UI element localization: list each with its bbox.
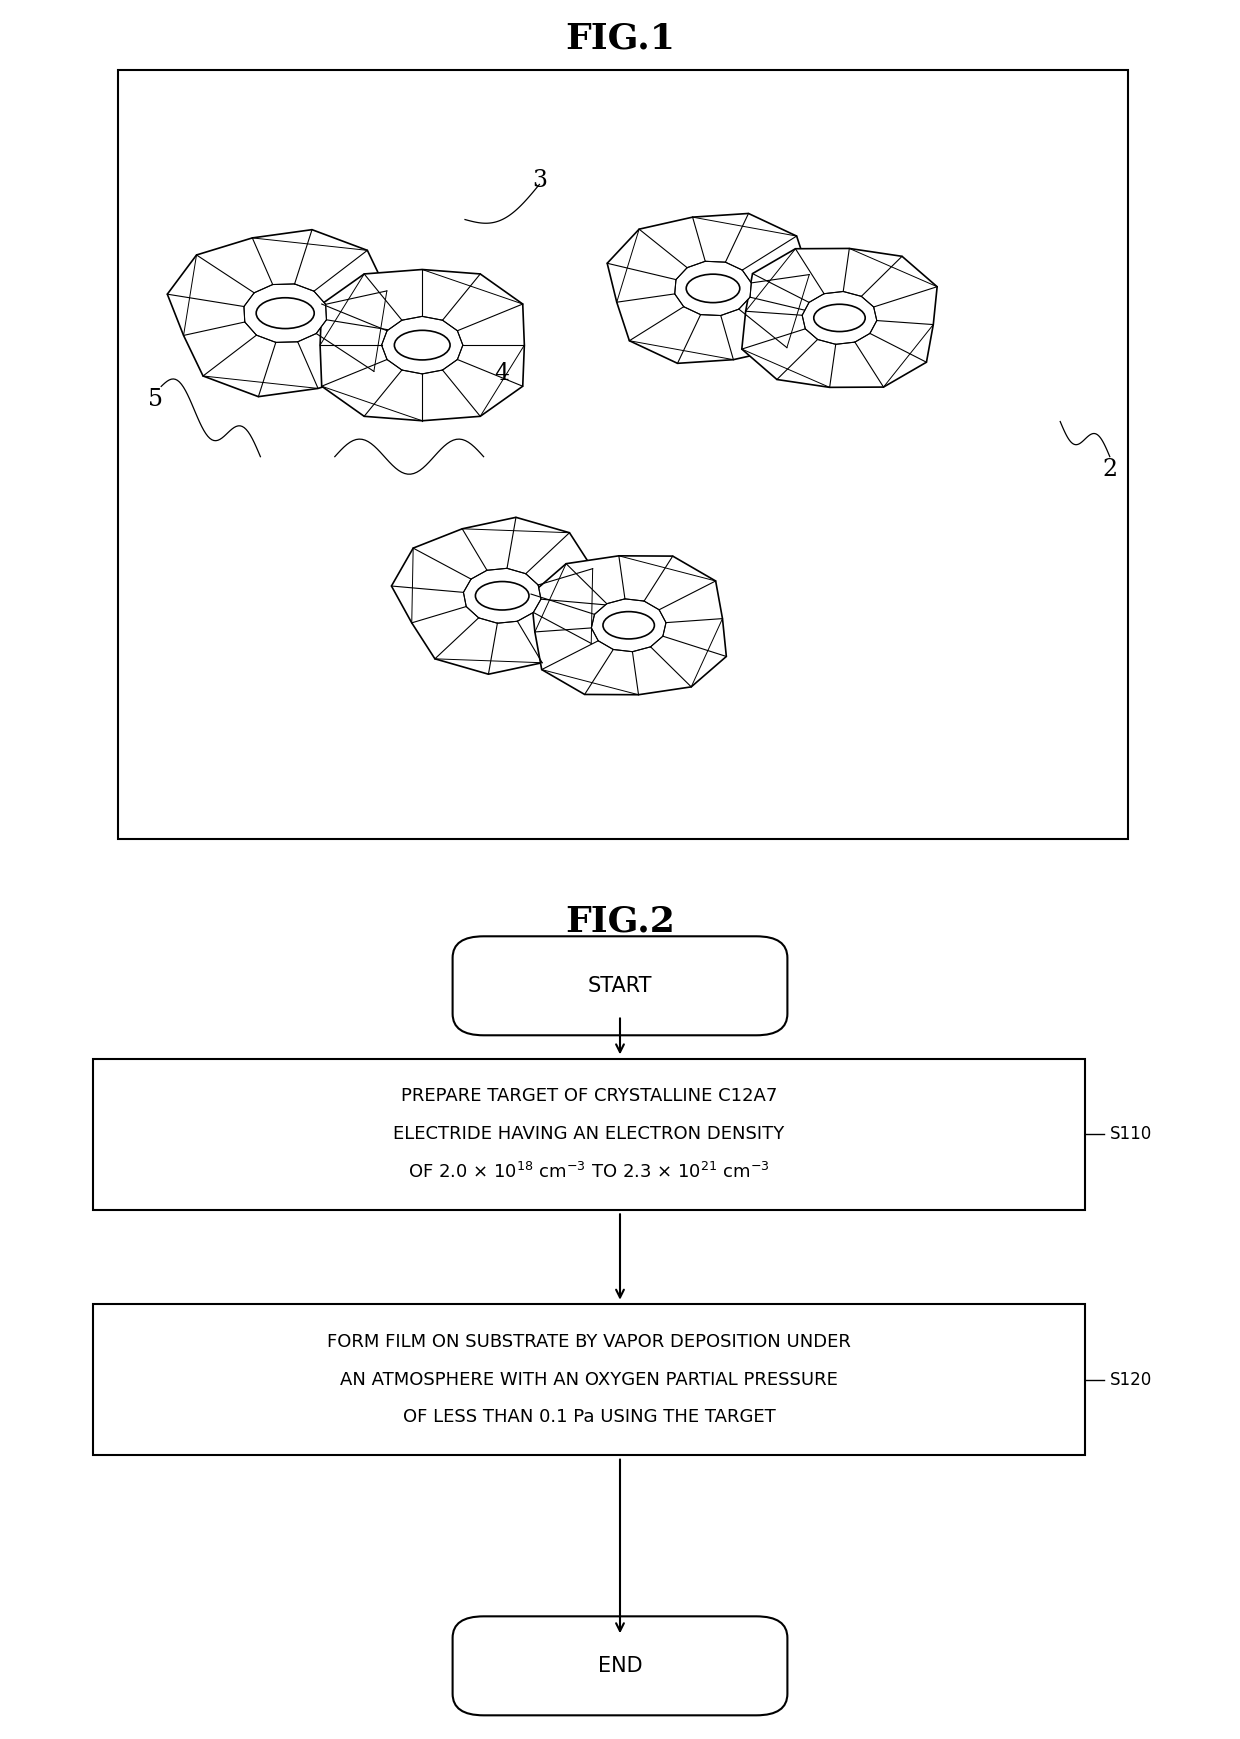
Text: START: START [588,976,652,996]
Polygon shape [591,598,666,652]
Text: S120: S120 [1110,1370,1152,1389]
Ellipse shape [394,330,450,360]
Polygon shape [464,569,541,623]
Text: OF 2.0 $\times$ 10$^{18}$ cm$^{-3}$ TO 2.3 $\times$ 10$^{21}$ cm$^{-3}$: OF 2.0 $\times$ 10$^{18}$ cm$^{-3}$ TO 2… [408,1162,770,1183]
Polygon shape [608,214,818,363]
Text: PREPARE TARGET OF CRYSTALLINE C12A7: PREPARE TARGET OF CRYSTALLINE C12A7 [401,1087,777,1106]
Text: OF LESS THAN 0.1 Pa USING THE TARGET: OF LESS THAN 0.1 Pa USING THE TARGET [403,1409,775,1426]
Text: FIG.1: FIG.1 [565,23,675,56]
Text: 3: 3 [532,169,547,191]
Text: FORM FILM ON SUBSTRATE BY VAPOR DEPOSITION UNDER: FORM FILM ON SUBSTRATE BY VAPOR DEPOSITI… [327,1332,851,1351]
Text: END: END [598,1656,642,1676]
Polygon shape [742,249,937,388]
Polygon shape [320,270,525,421]
Text: ELECTRIDE HAVING AN ELECTRON DENSITY: ELECTRIDE HAVING AN ELECTRON DENSITY [393,1125,785,1143]
Bar [118,70,1128,838]
Polygon shape [392,516,613,675]
Ellipse shape [257,297,314,329]
Polygon shape [802,292,877,344]
Ellipse shape [603,612,655,638]
FancyBboxPatch shape [453,936,787,1035]
Text: 5: 5 [148,388,162,410]
Bar [93,1304,1085,1456]
Ellipse shape [686,275,740,303]
Text: FIG.2: FIG.2 [565,904,675,937]
Text: 2: 2 [1102,459,1117,482]
FancyBboxPatch shape [453,1616,787,1715]
Text: AN ATMOSPHERE WITH AN OXYGEN PARTIAL PRESSURE: AN ATMOSPHERE WITH AN OXYGEN PARTIAL PRE… [340,1370,838,1389]
Polygon shape [244,283,326,343]
Polygon shape [675,261,751,315]
Ellipse shape [475,581,529,610]
Polygon shape [382,316,463,374]
Polygon shape [531,556,727,696]
Text: S110: S110 [1110,1125,1152,1143]
Ellipse shape [813,304,866,332]
Bar [93,1059,1085,1210]
Text: 4: 4 [495,362,510,384]
Polygon shape [167,230,403,396]
